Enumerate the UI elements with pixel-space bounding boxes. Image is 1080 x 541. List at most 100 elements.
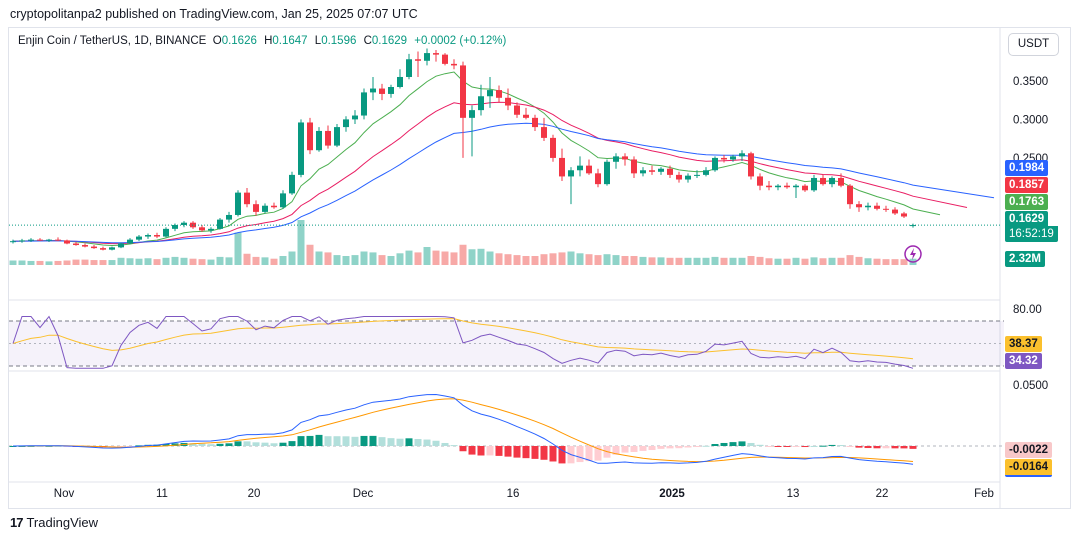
volume-bar <box>234 232 242 265</box>
volume-bar <box>873 258 881 265</box>
candle-body <box>712 157 718 171</box>
candle-body <box>343 119 349 128</box>
volume-bar <box>333 255 341 265</box>
candle-body <box>73 243 79 246</box>
volume-bar <box>828 257 836 265</box>
volume-bar <box>558 252 566 265</box>
macd-hist-bar <box>297 436 305 446</box>
close-value: 0.1629 <box>371 35 408 47</box>
candle-body <box>901 213 907 217</box>
candle-body <box>433 53 439 55</box>
macd-hist-bar <box>621 446 629 453</box>
macd-hist-bar <box>612 446 620 455</box>
candle-body <box>361 92 367 116</box>
candle-body <box>145 235 151 237</box>
candle-body <box>532 117 538 128</box>
macd-hist-bar <box>54 445 62 447</box>
macd-hist-bar <box>774 446 782 447</box>
high-label: H <box>264 35 273 47</box>
macd-hist-bar <box>558 446 566 464</box>
candle-body <box>235 192 241 215</box>
candle-body <box>388 87 394 94</box>
candle-body <box>91 246 97 249</box>
volume-bar <box>459 244 467 265</box>
volume-bar <box>477 248 485 265</box>
volume-bar <box>108 260 116 265</box>
volume-bar <box>225 257 233 265</box>
candle-body <box>100 248 106 250</box>
x-axis-label: 22 <box>876 488 889 500</box>
volume-bar <box>855 256 863 265</box>
macd-hist-bar <box>162 444 170 446</box>
volume-bar <box>306 244 314 265</box>
candle-body <box>334 127 340 146</box>
countdown-tag: 16:52:19 <box>1005 226 1058 242</box>
candle-body <box>289 174 295 194</box>
candle-body <box>64 240 70 244</box>
candle-body <box>55 239 61 241</box>
macd-hist-bar <box>531 446 539 459</box>
candle-body <box>802 185 808 191</box>
volume-bar <box>432 250 440 265</box>
volume-bar <box>666 257 674 265</box>
candle-body <box>208 228 214 231</box>
macd-hist-bar <box>171 443 179 446</box>
candle-body <box>820 177 826 185</box>
candle-body <box>406 59 412 77</box>
candle-body <box>892 209 898 214</box>
macd-hist-bar <box>432 440 440 446</box>
volume-bar <box>675 257 683 265</box>
rsi-axis-label: 80.00 <box>1013 304 1042 316</box>
volume-bar <box>72 259 80 265</box>
macd-hist-tag: -0.0022 <box>1005 442 1053 458</box>
volume-bar <box>603 254 611 265</box>
macd-hist-bar <box>639 446 647 451</box>
volume-bar <box>54 260 62 265</box>
candle-body <box>262 205 268 212</box>
macd-hist-bar <box>711 444 719 446</box>
volume-bar <box>711 256 719 265</box>
candle-body <box>451 63 457 66</box>
currency-button[interactable]: USDT <box>1008 33 1059 56</box>
macd-hist-bar <box>747 442 755 446</box>
volume-bar <box>630 256 638 265</box>
volume-bar <box>585 254 593 265</box>
volume-bar <box>441 251 449 265</box>
candle-body <box>271 205 277 208</box>
candle-body <box>559 157 565 177</box>
candle-body <box>280 193 286 208</box>
volume-bar <box>648 257 656 265</box>
macd-hist-bar <box>324 436 332 446</box>
volume-bar <box>36 260 44 265</box>
ma-slow-line <box>12 122 995 244</box>
candle-body <box>595 173 601 185</box>
volume-bar <box>324 252 332 265</box>
macd-hist-bar <box>828 444 836 446</box>
macd-hist-bar <box>351 436 359 446</box>
volume-bar <box>360 251 368 265</box>
candle-body <box>766 185 772 188</box>
volume-bar <box>486 251 494 265</box>
volume-bar <box>756 256 764 265</box>
candle-body <box>577 165 583 171</box>
volume-bar <box>495 253 503 265</box>
macd-hist-bar <box>495 446 503 456</box>
macd-hist-bar <box>684 446 692 448</box>
rsi-ma-tag: 38.37 <box>1005 336 1042 352</box>
volume-bar <box>153 259 161 265</box>
volume-bar <box>468 249 476 265</box>
x-axis-label: 2025 <box>659 488 685 500</box>
rsi-line <box>12 315 914 369</box>
candle-body <box>127 239 133 244</box>
volume-bar <box>810 257 818 265</box>
volume-bar <box>612 255 620 265</box>
macd-hist-bar <box>756 444 764 446</box>
open-label: O <box>212 35 222 47</box>
volume-bar <box>342 256 350 265</box>
candle-body <box>550 137 556 158</box>
rsi-tag: 34.32 <box>1005 353 1042 369</box>
candle-body <box>487 90 493 97</box>
x-axis-label: Dec <box>353 488 374 500</box>
macd-hist-bar <box>459 446 467 452</box>
volume-bar <box>99 260 107 265</box>
